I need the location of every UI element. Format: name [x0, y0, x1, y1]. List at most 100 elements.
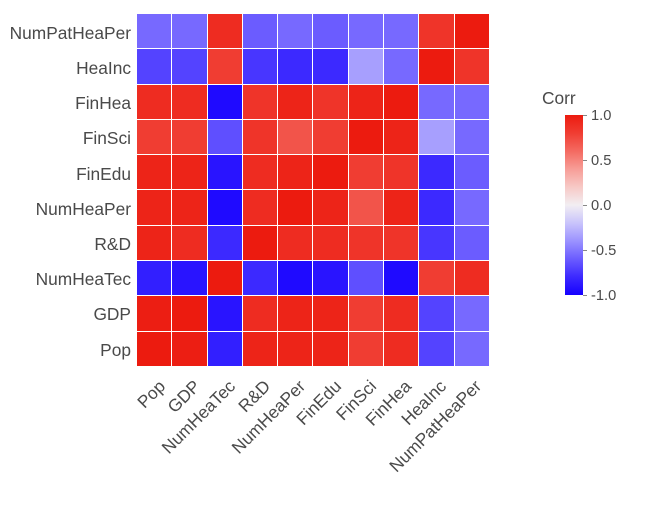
- heatmap-cell: [172, 155, 206, 189]
- colorbar-tick-label: 0.0: [591, 198, 611, 214]
- heatmap-cell: [208, 120, 242, 154]
- chart-stage: NumPatHeaPerHeaIncFinHeaFinSciFinEduNumH…: [0, 0, 645, 505]
- heatmap-cell: [172, 261, 206, 295]
- heatmap-cell: [349, 332, 383, 366]
- heatmap-cell: [278, 49, 312, 83]
- heatmap-cell: [313, 261, 347, 295]
- heatmap-cell: [384, 85, 418, 119]
- heatmap-cell: [137, 85, 171, 119]
- y-axis-label: NumPatHeaPer: [10, 23, 131, 44]
- heatmap-cell: [278, 261, 312, 295]
- heatmap-cell: [419, 226, 453, 260]
- heatmap-cell: [384, 49, 418, 83]
- heatmap-cell: [313, 332, 347, 366]
- heatmap-cell: [243, 155, 277, 189]
- heatmap-cell: [455, 190, 489, 224]
- heatmap-cell: [349, 296, 383, 330]
- colorbar-tick-label: 0.5: [591, 153, 611, 169]
- heatmap-cell: [172, 226, 206, 260]
- colorbar: [565, 115, 583, 295]
- heatmap-cell: [137, 49, 171, 83]
- heatmap-cell: [278, 332, 312, 366]
- colorbar-tick-label: 1.0: [591, 108, 611, 124]
- heatmap-cell: [208, 85, 242, 119]
- colorbar-tick-label: -0.5: [591, 243, 616, 259]
- colorbar-tick-label: -1.0: [591, 288, 616, 304]
- heatmap-cell: [137, 296, 171, 330]
- heatmap-cell: [313, 155, 347, 189]
- heatmap-cell: [172, 332, 206, 366]
- heatmap-cell: [172, 85, 206, 119]
- heatmap-cell: [243, 85, 277, 119]
- colorbar-tick: [583, 295, 587, 296]
- heatmap-cell: [455, 85, 489, 119]
- colorbar-tick: [583, 160, 587, 161]
- heatmap-cell: [419, 85, 453, 119]
- heatmap-cell: [455, 14, 489, 48]
- heatmap-cell: [208, 261, 242, 295]
- y-axis-label: FinEdu: [76, 164, 131, 185]
- y-axis-label: Pop: [100, 340, 131, 361]
- heatmap-cell: [384, 120, 418, 154]
- heatmap-cell: [313, 120, 347, 154]
- colorbar-tick: [583, 115, 587, 116]
- colorbar-tick: [583, 250, 587, 251]
- heatmap-cell: [384, 296, 418, 330]
- y-axis-label: NumHeaPer: [36, 199, 131, 220]
- heatmap-cell: [208, 226, 242, 260]
- heatmap-cell: [278, 226, 312, 260]
- heatmap-cell: [243, 332, 277, 366]
- heatmap-cell: [455, 332, 489, 366]
- heatmap-cell: [137, 332, 171, 366]
- heatmap-cell: [384, 261, 418, 295]
- heatmap-cell: [208, 155, 242, 189]
- heatmap-cell: [137, 155, 171, 189]
- heatmap-cell: [349, 85, 383, 119]
- heatmap-cell: [384, 226, 418, 260]
- heatmap-cell: [208, 49, 242, 83]
- heatmap-cell: [455, 226, 489, 260]
- heatmap-cell: [278, 85, 312, 119]
- heatmap-cell: [172, 296, 206, 330]
- y-axis-label: FinHea: [75, 93, 131, 114]
- heatmap-cell: [243, 190, 277, 224]
- heatmap-cell: [419, 190, 453, 224]
- y-axis-label: HeaInc: [76, 58, 131, 79]
- heatmap-cell: [455, 261, 489, 295]
- heatmap-cell: [419, 120, 453, 154]
- heatmap-cell: [243, 296, 277, 330]
- heatmap-cell: [278, 190, 312, 224]
- heatmap-cell: [349, 226, 383, 260]
- heatmap-cell: [208, 332, 242, 366]
- heatmap-cell: [278, 120, 312, 154]
- colorbar-tick: [583, 205, 587, 206]
- heatmap-cell: [313, 14, 347, 48]
- heatmap-cell: [208, 14, 242, 48]
- heatmap-cell: [243, 14, 277, 48]
- correlation-heatmap: [137, 14, 489, 366]
- heatmap-cell: [419, 14, 453, 48]
- heatmap-cell: [172, 120, 206, 154]
- heatmap-cell: [455, 120, 489, 154]
- heatmap-cell: [384, 332, 418, 366]
- heatmap-cell: [137, 14, 171, 48]
- heatmap-cell: [419, 332, 453, 366]
- heatmap-cell: [349, 14, 383, 48]
- heatmap-cell: [349, 190, 383, 224]
- heatmap-cell: [384, 14, 418, 48]
- heatmap-cell: [455, 49, 489, 83]
- heatmap-cell: [419, 155, 453, 189]
- heatmap-cell: [313, 296, 347, 330]
- heatmap-cell: [419, 261, 453, 295]
- heatmap-cell: [172, 14, 206, 48]
- heatmap-cell: [419, 296, 453, 330]
- heatmap-cell: [419, 49, 453, 83]
- y-axis-label: NumHeaTec: [36, 269, 131, 290]
- y-axis-label: GDP: [93, 304, 131, 325]
- heatmap-cell: [208, 296, 242, 330]
- heatmap-cell: [137, 120, 171, 154]
- heatmap-cell: [455, 155, 489, 189]
- heatmap-cell: [278, 14, 312, 48]
- heatmap-cell: [349, 155, 383, 189]
- heatmap-cell: [313, 190, 347, 224]
